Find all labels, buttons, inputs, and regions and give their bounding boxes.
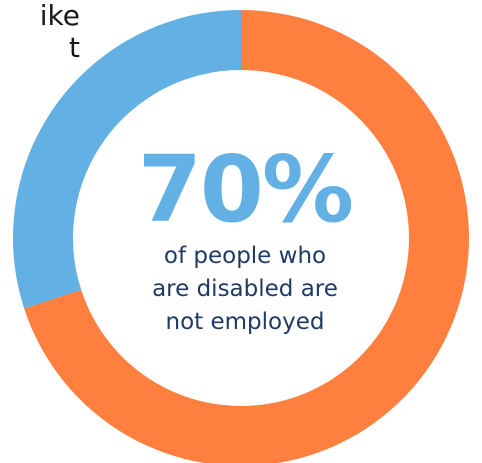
- donut-slice-employed: [12, 10, 242, 309]
- center-caption: of people who are disabled are not emplo…: [128, 240, 362, 339]
- caption-line-1: of people who: [163, 243, 327, 269]
- partial-heading-line-1: ike: [39, 0, 80, 32]
- center-label: 70% of people who are disabled are not e…: [128, 140, 362, 339]
- partial-heading-text: ike t: [0, 0, 80, 64]
- caption-line-3: not employed: [165, 309, 325, 335]
- center-percent: 70%: [137, 136, 354, 243]
- partial-heading-line-2: t: [69, 31, 80, 64]
- caption-line-2: are disabled are: [152, 276, 338, 302]
